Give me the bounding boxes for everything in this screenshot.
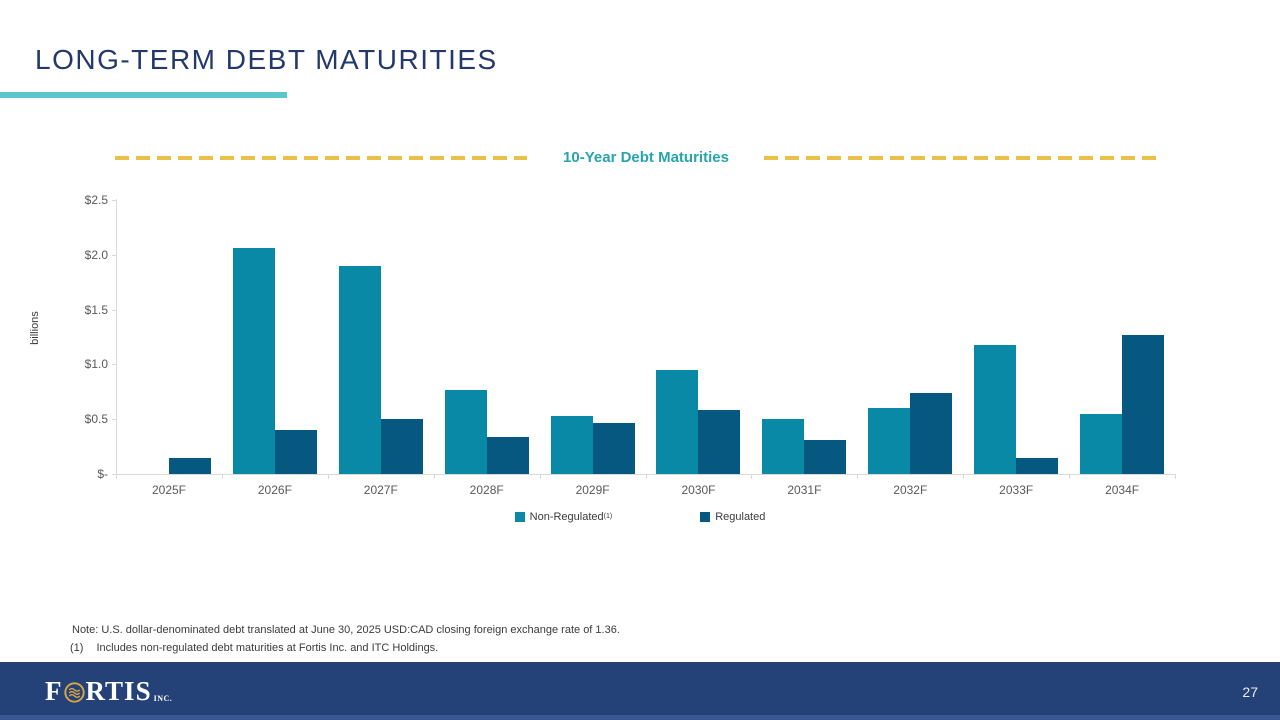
y-tick [112, 254, 117, 256]
page-title: LONG-TERM DEBT MATURITIES [35, 44, 498, 75]
x-tick [645, 475, 647, 479]
x-tick [751, 475, 753, 479]
plot-area [116, 200, 1175, 474]
bar-regulated-2032F [910, 392, 953, 474]
x-axis-label-2031F: 2031F [787, 483, 822, 497]
bar-non-regulated-2032F [868, 408, 911, 474]
note-text: Note: U.S. dollar-denominated debt trans… [72, 624, 620, 636]
bar-regulated-2029F [592, 422, 635, 474]
chart-legend: Non-Regulated (1) Regulated [0, 511, 1280, 523]
y-axis-title: billions [29, 311, 41, 345]
footer-accent-strip [0, 715, 1280, 720]
page-number: 27 [1242, 684, 1258, 700]
x-axis-label-2028F: 2028F [469, 483, 504, 497]
bar-non-regulated-2026F [232, 248, 275, 474]
y-tick-label: $1.0 [84, 357, 108, 372]
bar-non-regulated-2030F [656, 369, 699, 474]
y-axis-line [116, 199, 117, 479]
x-axis-label-2032F: 2032F [893, 483, 928, 497]
legend-swatch-icon [514, 512, 525, 522]
logo-suffix: INC. [153, 694, 173, 703]
x-axis-label-2025F: 2025F [151, 483, 187, 497]
y-tick-label: $1.5 [84, 302, 108, 317]
bar-regulated-2034F [1122, 334, 1165, 474]
bar-non-regulated-2033F [974, 344, 1017, 474]
logo-text-post: RTIS [85, 676, 152, 706]
x-tick [1069, 475, 1071, 479]
logo-text-pre: F [45, 676, 63, 706]
bar-regulated-2033F [1016, 457, 1059, 474]
x-axis-label-2027F: 2027F [363, 483, 398, 497]
x-axis-line [116, 474, 1176, 475]
y-tick-label: $0.5 [84, 412, 108, 427]
legend-label: Regulated [715, 511, 766, 523]
x-axis-label-2030F: 2030F [681, 483, 716, 497]
bar-non-regulated-2027F [338, 265, 381, 474]
x-axis-label-2026F: 2026F [257, 483, 292, 497]
bar-regulated-2030F [698, 410, 741, 474]
x-axis-label-2029F: 2029F [575, 483, 610, 497]
x-axis-label-2033F: 2033F [999, 483, 1034, 497]
y-tick-label: $- [97, 467, 108, 481]
x-tick [963, 475, 965, 479]
x-tick [539, 475, 541, 479]
bar-non-regulated-2031F [762, 419, 805, 474]
dashed-divider-right [764, 156, 1156, 160]
x-tick [116, 475, 117, 479]
y-tick [112, 309, 117, 311]
footer-bar: F RTIS INC. 27 [0, 662, 1280, 720]
x-tick [1175, 475, 1176, 479]
x-tick [433, 475, 435, 479]
x-tick [327, 475, 329, 479]
fortis-logo-o-icon [63, 682, 85, 703]
y-tick [112, 474, 117, 475]
footnote-marker: (1) [70, 642, 84, 654]
x-tick [857, 475, 859, 479]
x-tick [221, 475, 223, 479]
y-tick [112, 419, 117, 421]
footnote: (1) Includes non-regulated debt maturiti… [70, 642, 438, 654]
bar-regulated-2027F [380, 419, 423, 474]
legend-label: Non-Regulated [529, 511, 604, 523]
bar-regulated-2028F [486, 436, 529, 474]
legend-item-regulated: Regulated [700, 511, 765, 523]
y-tick-label: $2.0 [84, 247, 108, 262]
bar-regulated-2031F [804, 440, 847, 474]
bar-non-regulated-2034F [1080, 413, 1123, 474]
legend-swatch-icon [700, 512, 711, 522]
bar-non-regulated-2028F [444, 389, 487, 474]
bar-non-regulated-2029F [550, 415, 593, 474]
x-axis-label-2034F: 2034F [1105, 483, 1140, 497]
chart-title: 10-Year Debt Maturities [563, 149, 729, 166]
y-tick [112, 364, 117, 366]
bar-regulated-2026F [274, 430, 317, 474]
legend-item-non-regulated: Non-Regulated (1) [514, 511, 612, 523]
bar-regulated-2025F [168, 457, 211, 474]
footnote-text: Includes non-regulated debt maturities a… [96, 642, 439, 654]
y-tick-label: $2.5 [84, 193, 108, 207]
y-tick [112, 200, 117, 201]
dashed-divider-left [115, 156, 527, 160]
fortis-logo: F RTIS INC. [45, 678, 172, 705]
title-underline [0, 92, 287, 98]
